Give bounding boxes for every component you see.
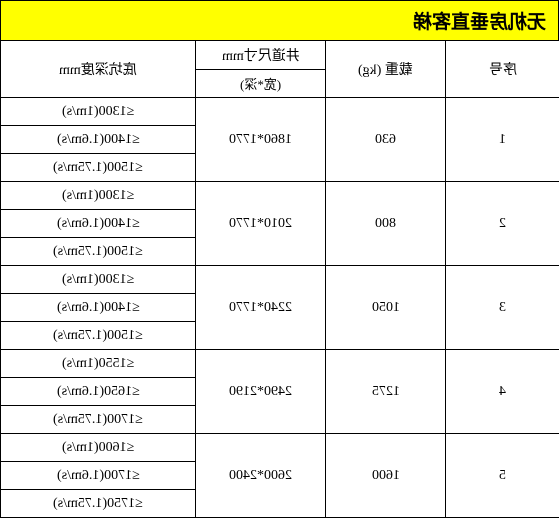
specification-table: 底坑深度mm 井道尺寸mm 载重 (kg) 序号 (宽*深) ≤1300(1m/… bbox=[0, 40, 559, 518]
table-body: ≤1300(1m/s)1860*17706301≤1400(1.6m/s)≤15… bbox=[1, 98, 559, 518]
header-no: 序号 bbox=[446, 41, 559, 98]
depth-cell: ≤1500(1.75m/s) bbox=[1, 238, 196, 266]
table-row: ≤1300(1m/s)2010*17708002 bbox=[1, 182, 559, 210]
depth-cell: ≤1500(1.75m/s) bbox=[1, 322, 196, 350]
load-cell: 1050 bbox=[326, 266, 446, 350]
page-title: 无机房垂直客梯 bbox=[413, 7, 546, 34]
no-cell: 2 bbox=[446, 182, 559, 266]
depth-cell: ≤1500(1.75m/s) bbox=[1, 154, 196, 182]
header-shaft-main: 井道尺寸mm bbox=[196, 41, 326, 70]
depth-cell: ≤1400(1.6m/s) bbox=[1, 294, 196, 322]
shaft-cell: 2010*1770 bbox=[196, 182, 326, 266]
header-shaft-sub: (宽*深) bbox=[196, 70, 326, 98]
no-cell: 5 bbox=[446, 434, 559, 518]
table-header-row: 底坑深度mm 井道尺寸mm 载重 (kg) 序号 bbox=[1, 41, 559, 70]
no-cell: 3 bbox=[446, 266, 559, 350]
depth-cell: ≤1550(1m/s) bbox=[1, 350, 196, 378]
table-row: ≤1550(1m/s)2490*219012754 bbox=[1, 350, 559, 378]
depth-cell: ≤1700(1.6m/s) bbox=[1, 462, 196, 490]
load-cell: 1600 bbox=[326, 434, 446, 518]
load-cell: 800 bbox=[326, 182, 446, 266]
depth-cell: ≤1400(1.6m/s) bbox=[1, 126, 196, 154]
load-cell: 1275 bbox=[326, 350, 446, 434]
shaft-cell: 1860*1770 bbox=[196, 98, 326, 182]
no-cell: 4 bbox=[446, 350, 559, 434]
header-depth: 底坑深度mm bbox=[1, 41, 196, 98]
depth-cell: ≤1650(1.6m/s) bbox=[1, 378, 196, 406]
depth-cell: ≤1700(1.75m/s) bbox=[1, 406, 196, 434]
load-cell: 630 bbox=[326, 98, 446, 182]
header-load: 载重 (kg) bbox=[326, 41, 446, 98]
depth-cell: ≤1300(1m/s) bbox=[1, 266, 196, 294]
title-bar: 无机房垂直客梯 bbox=[0, 0, 559, 40]
table-row: ≤1600(1m/s)2600*240016005 bbox=[1, 434, 559, 462]
shaft-cell: 2600*2400 bbox=[196, 434, 326, 518]
depth-cell: ≤1300(1m/s) bbox=[1, 182, 196, 210]
table-row: ≤1300(1m/s)1860*17706301 bbox=[1, 98, 559, 126]
depth-cell: ≤1300(1m/s) bbox=[1, 98, 196, 126]
depth-cell: ≤1400(1.6m/s) bbox=[1, 210, 196, 238]
table-row: ≤1300(1m/s)2240*177010503 bbox=[1, 266, 559, 294]
shaft-cell: 2490*2190 bbox=[196, 350, 326, 434]
depth-cell: ≤1750(1.75m/s) bbox=[1, 490, 196, 518]
no-cell: 1 bbox=[446, 98, 559, 182]
shaft-cell: 2240*1770 bbox=[196, 266, 326, 350]
depth-cell: ≤1600(1m/s) bbox=[1, 434, 196, 462]
